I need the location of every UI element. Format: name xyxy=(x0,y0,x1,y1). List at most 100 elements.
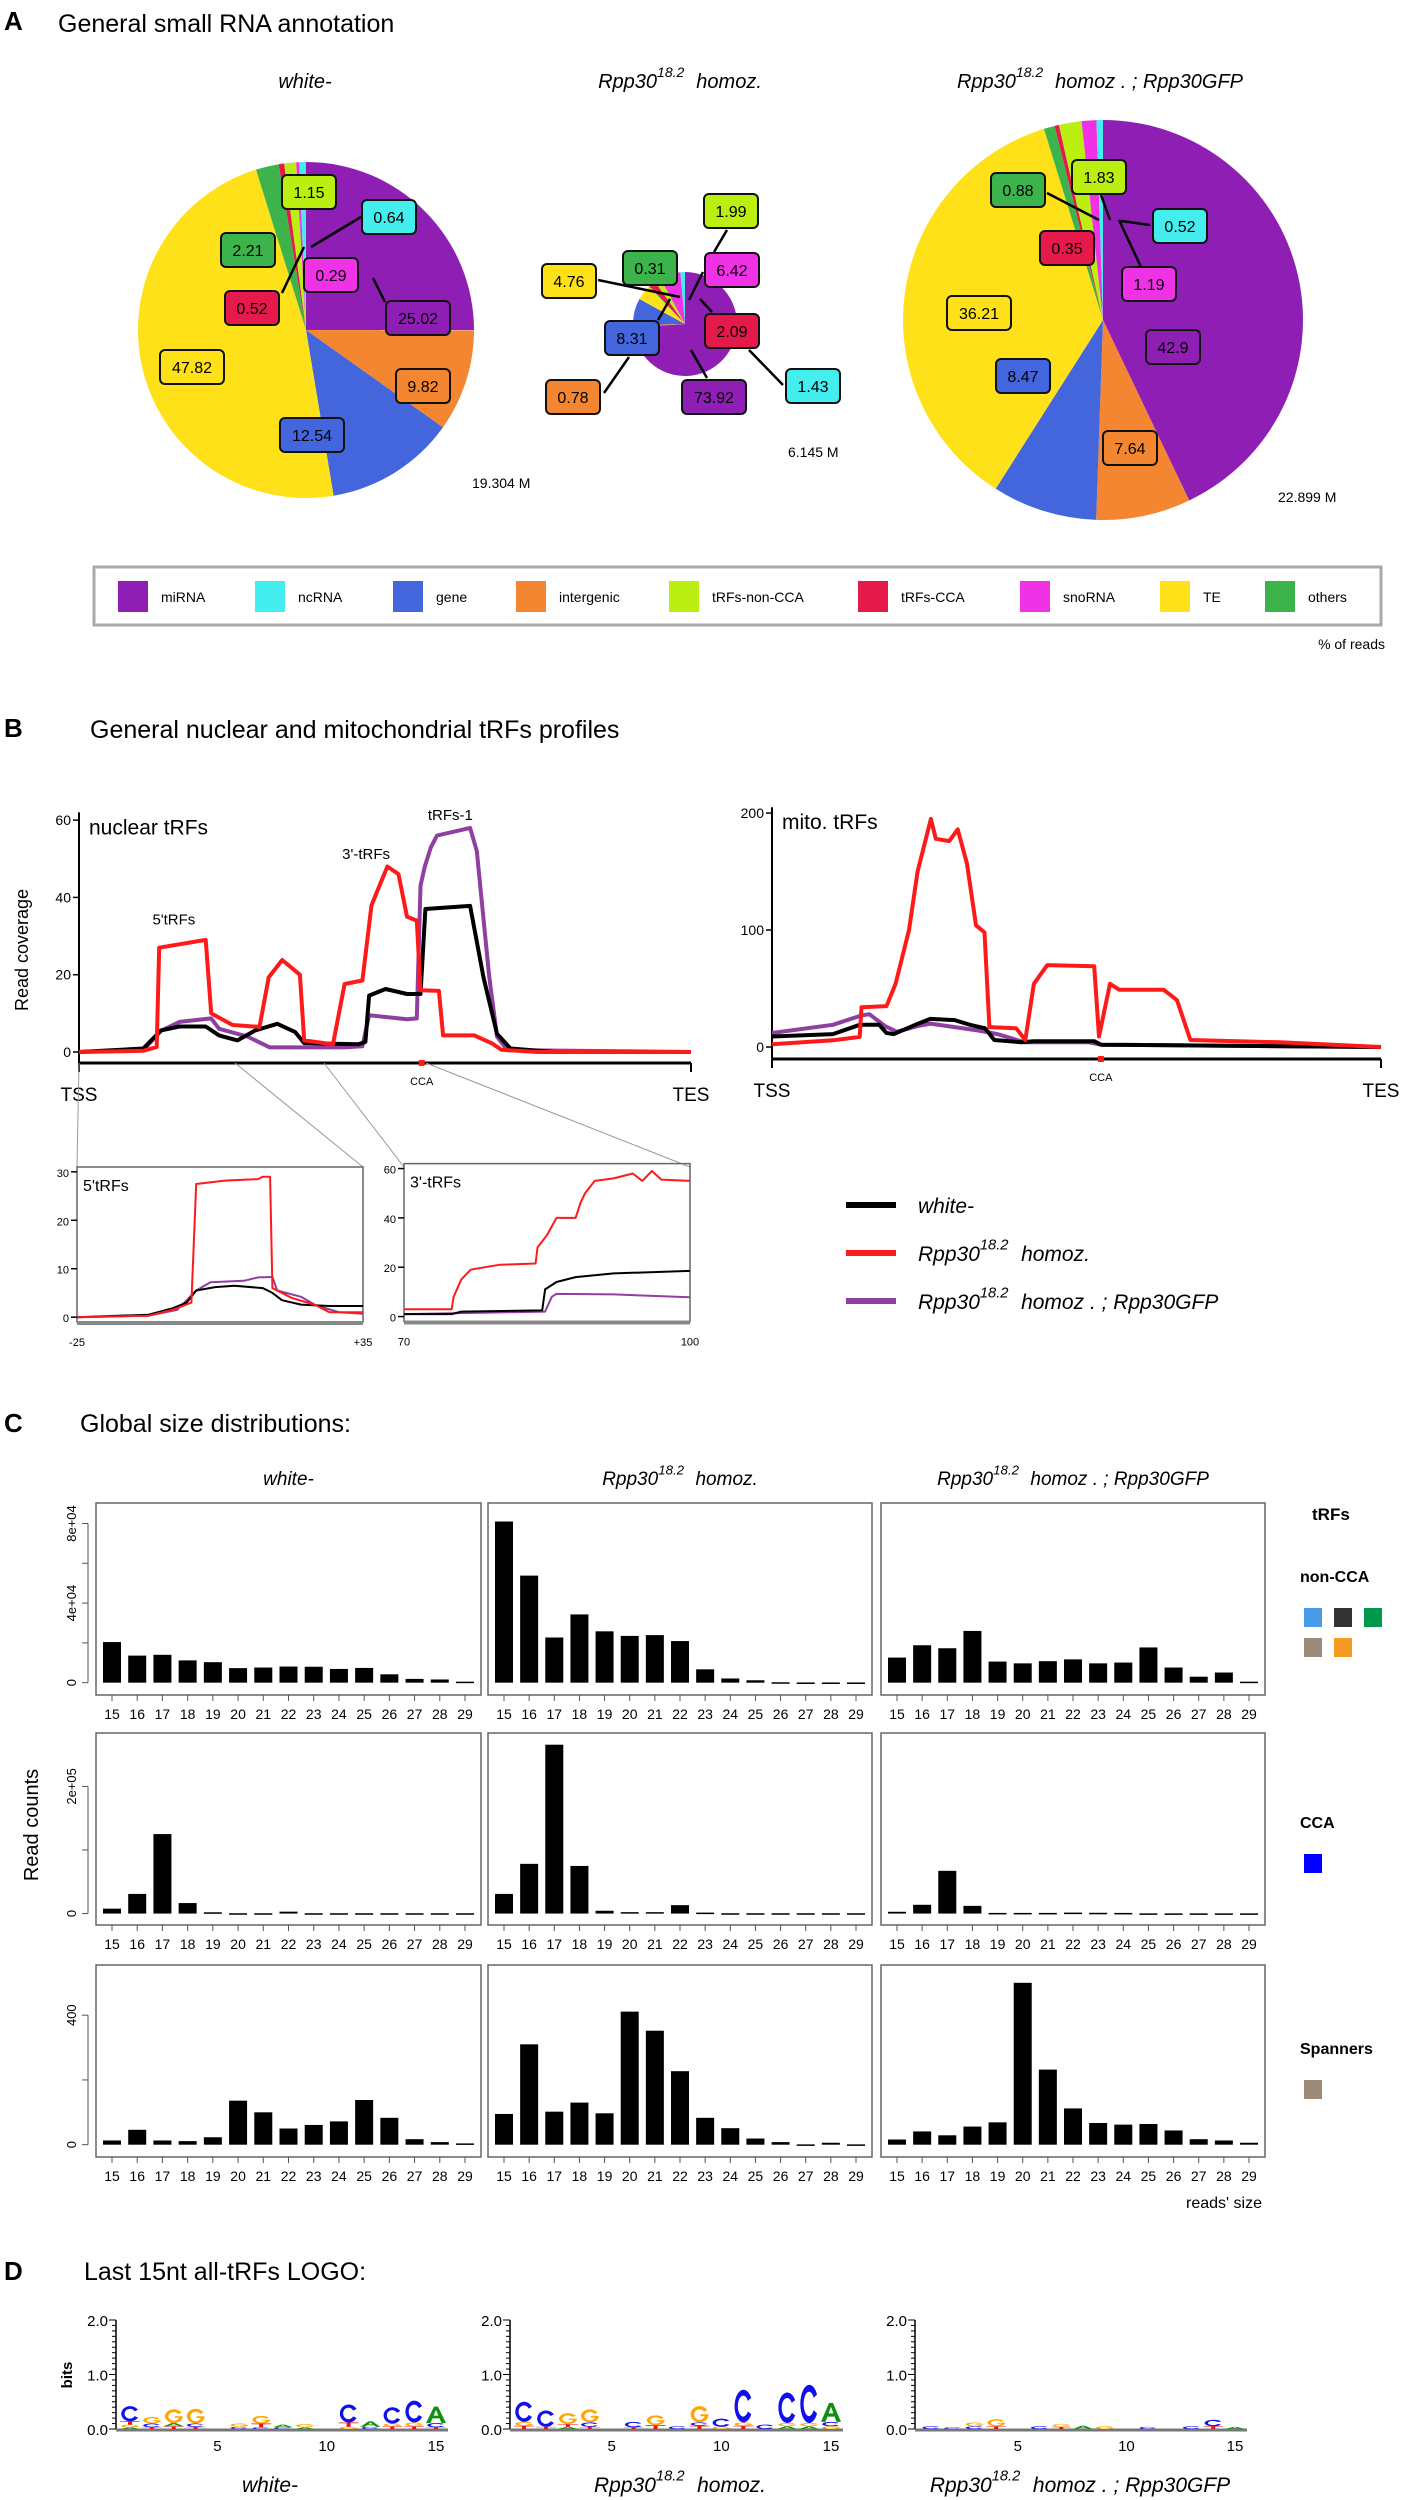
x-tick-label: 29 xyxy=(457,1706,473,1722)
logo-x-tick-label: 5 xyxy=(608,2438,616,2455)
x-tick-label: 16 xyxy=(914,1936,930,1952)
pie-value-box xyxy=(1145,329,1201,365)
bar xyxy=(1038,2069,1057,2145)
x-tick-label: 15 xyxy=(496,2168,512,2184)
bar xyxy=(1064,1912,1082,1915)
bar xyxy=(380,1913,399,1915)
logo-letter-g xyxy=(405,2422,424,2427)
logo-letter-c xyxy=(1204,2419,1222,2427)
logo-letter-c xyxy=(734,2389,752,2423)
bar xyxy=(405,1678,424,1683)
x-tick-label: 22 xyxy=(281,2168,297,2184)
bar xyxy=(178,1660,197,1683)
x-tick-label: 18 xyxy=(965,2168,981,2184)
pie-value-box xyxy=(1039,230,1095,266)
pie-total-reads: 6.145 M xyxy=(788,444,839,460)
bar xyxy=(456,1913,474,1915)
x-tick-label: 21 xyxy=(255,1706,271,1722)
bar xyxy=(1164,1913,1183,1915)
logo-letter-c xyxy=(690,2422,708,2426)
bar xyxy=(1013,1982,1032,2145)
logo-x-tick-label: 10 xyxy=(1118,2438,1135,2455)
y-tick-label: 0 xyxy=(64,1679,79,1686)
bar xyxy=(405,1913,424,1915)
logo-letter-g xyxy=(712,2426,731,2429)
bar-panel-frame xyxy=(95,1964,482,2158)
x-tick-label: 27 xyxy=(407,2168,423,2184)
bar xyxy=(913,1904,932,1914)
logo-letter-g xyxy=(1096,2426,1114,2430)
panel-c-title: Global size distributions: xyxy=(80,1410,351,1438)
bar xyxy=(1139,2123,1158,2145)
bar xyxy=(1038,1661,1057,1683)
bar xyxy=(796,2144,815,2146)
logo-letter-t xyxy=(514,2425,534,2429)
pie-value-box xyxy=(224,290,280,326)
x-tick-label: 29 xyxy=(457,2168,473,2184)
bar xyxy=(1214,2140,1233,2145)
bar xyxy=(746,1680,765,1683)
logo-letter-g xyxy=(822,2426,840,2430)
logo-letter-t xyxy=(426,2427,446,2429)
bar xyxy=(671,1905,689,1914)
legend-swatch-others xyxy=(1265,581,1295,612)
x-tick-label: 24 xyxy=(331,1706,347,1722)
logo-letter-t xyxy=(1051,2426,1072,2429)
rna-class-legend: miRNA ncRNA gene intergenic tRFs-non-CCA tRFs… xyxy=(118,581,1347,612)
bar xyxy=(1038,1912,1057,1915)
line-legend-label: Rpp3018.2 homoz . ; Rpp30GFP xyxy=(918,1285,1218,1314)
pie-value-label: 9.82 xyxy=(407,379,438,396)
logo-x-tick-label: 5 xyxy=(1014,2438,1022,2455)
x-tick-label: 16 xyxy=(129,1936,145,1952)
logo-letter-c xyxy=(965,2426,983,2430)
logo-y-tick-label: 2.0 xyxy=(886,2313,907,2330)
bar xyxy=(570,1614,589,1683)
x-tick-label: 20 xyxy=(1015,2168,1031,2184)
bar xyxy=(721,1913,740,1915)
x-tick-label: 25 xyxy=(748,2168,764,2184)
pie-total-reads: 19.304 M xyxy=(472,475,530,491)
x-tick-label: 25 xyxy=(356,1706,372,1722)
x-tick-label: 24 xyxy=(722,2168,738,2184)
pie-value-box xyxy=(361,199,417,235)
x-tick-label: 23 xyxy=(1090,2168,1106,2184)
x-tick-label: 17 xyxy=(546,1706,562,1722)
x-tick-label: 28 xyxy=(1216,2168,1232,2184)
y-tick-label: 20 xyxy=(384,1263,396,1275)
pie-slice-gene xyxy=(995,320,1103,520)
logo-letter-a xyxy=(273,2424,293,2428)
logo-letter-a xyxy=(821,2402,841,2422)
tes-label: TES xyxy=(673,1085,710,1106)
pie-value-box xyxy=(990,172,1046,208)
bar xyxy=(645,1912,664,1914)
bar xyxy=(153,1654,172,1683)
x-tick-label: 17 xyxy=(155,1936,171,1952)
x-tick-label: 28 xyxy=(432,2168,448,2184)
pie-value-label: 1.43 xyxy=(797,379,828,396)
tss-label: TSS xyxy=(61,1085,98,1106)
bar xyxy=(1164,1667,1183,1683)
bar xyxy=(495,1521,513,1683)
bar xyxy=(103,2140,121,2145)
pie-value-box xyxy=(303,257,359,293)
x-tick-label: 23 xyxy=(306,1936,322,1952)
bar xyxy=(938,1870,957,1914)
x-tick-label: 15 xyxy=(104,1706,120,1722)
pie-value-label: 2.21 xyxy=(232,243,263,260)
percent-reads-note: % of reads xyxy=(1318,636,1385,652)
logo-letter-c xyxy=(186,2423,204,2427)
x-tick-label: 20 xyxy=(1015,1936,1031,1952)
logo-x-tick-label: 5 xyxy=(213,2438,221,2455)
pie-leader-line xyxy=(689,349,709,379)
logo-y-tick-label: 0.0 xyxy=(87,2422,108,2439)
x-tick-label: 21 xyxy=(255,1936,271,1952)
bar xyxy=(279,2128,298,2145)
pie-genotype-title: Rpp3018.2 homoz . ; Rpp30GFP xyxy=(957,64,1244,93)
logo-letter-c xyxy=(712,2418,730,2427)
bar xyxy=(430,1913,449,1915)
logo-letter-t xyxy=(163,2426,184,2430)
logo-letter-t xyxy=(986,2426,1006,2430)
bar xyxy=(821,1913,840,1915)
bar xyxy=(1139,1647,1158,1683)
logo-letter-c xyxy=(800,2384,818,2424)
